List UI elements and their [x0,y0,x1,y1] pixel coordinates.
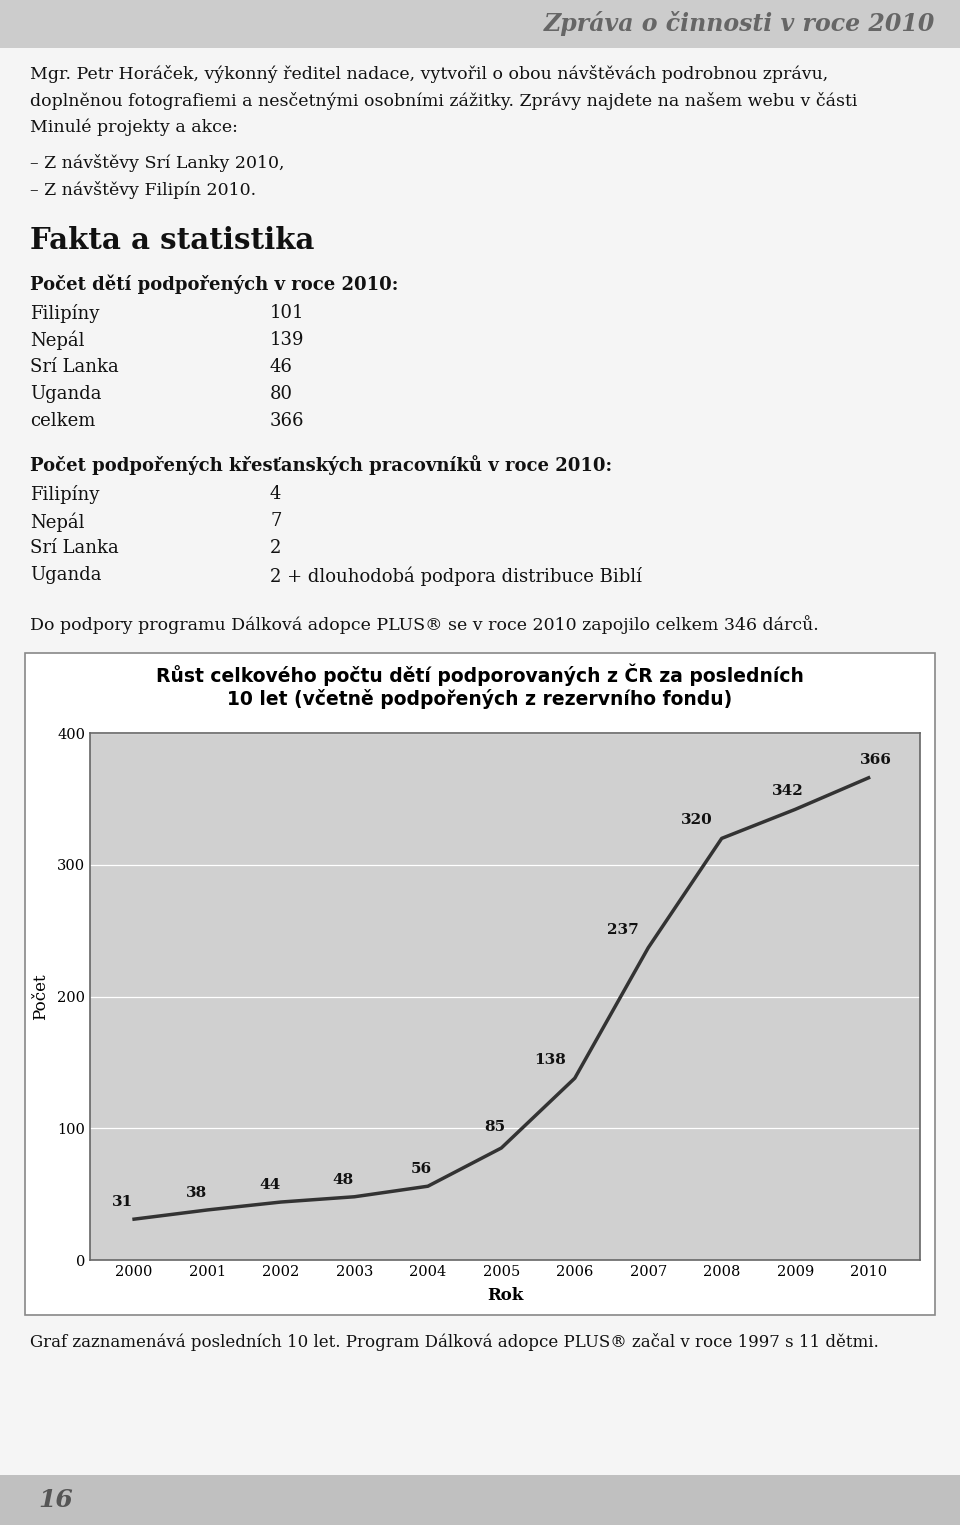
Text: Uganda: Uganda [30,566,102,584]
Y-axis label: Počet: Počet [32,973,49,1020]
Text: 139: 139 [270,331,304,349]
Text: Graf zaznamenává posledních 10 let. Program Dálková adopce PLUS® začal v roce 19: Graf zaznamenává posledních 10 let. Prog… [30,1333,878,1351]
Text: 44: 44 [259,1179,280,1193]
Text: 48: 48 [333,1173,354,1186]
Text: Srí Lanka: Srí Lanka [30,538,119,557]
Text: 138: 138 [534,1054,565,1067]
Text: 101: 101 [270,303,304,322]
Bar [25,653,935,1315]
Text: 46: 46 [270,358,293,377]
Text: Minulé projekty a akce:: Minulé projekty a akce: [30,119,238,137]
Text: Počet podpořených křesťanských pracovníků v roce 2010:: Počet podpořených křesťanských pracovník… [30,454,612,474]
Text: Nepál: Nepál [30,512,84,532]
Text: 237: 237 [608,923,639,936]
Text: 56: 56 [410,1162,431,1176]
Text: 2 + dlouhodobá podpora distribuce Biblí: 2 + dlouhodobá podpora distribuce Biblí [270,566,642,586]
Text: – Z návštěvy Srí Lanky 2010,: – Z návštěvy Srí Lanky 2010, [30,154,284,172]
Text: Filipíny: Filipíny [30,485,100,503]
Text: Zpráva o činnosti v roce 2010: Zpráva o činnosti v roce 2010 [543,12,935,37]
Text: 366: 366 [270,412,304,430]
Text: Fakta a statistika: Fakta a statistika [30,226,314,255]
Text: Filipíny: Filipíny [30,303,100,323]
Text: 320: 320 [681,813,712,827]
Text: 2: 2 [270,538,281,557]
Text: 16: 16 [38,1488,73,1511]
Text: Nepál: Nepál [30,331,84,351]
Text: 85: 85 [484,1121,505,1135]
Text: Uganda: Uganda [30,384,102,403]
Text: Mgr. Petr Horáček, výkonný ředitel nadace, vytvořil o obou návštěvách podrobnou : Mgr. Petr Horáček, výkonný ředitel nadac… [30,66,828,82]
Bar [0,0,960,47]
Bar [0,1475,960,1525]
Text: 38: 38 [186,1186,207,1200]
Text: 4: 4 [270,485,281,503]
Text: Růst celkového počtu dětí podporovaných z ČR za posledních
10 let (včetně podpoř: Růst celkového počtu dětí podporovaných … [156,663,804,709]
Text: Srí Lanka: Srí Lanka [30,358,119,377]
X-axis label: Rok: Rok [487,1287,523,1304]
Text: 366: 366 [859,753,892,767]
Text: celkem: celkem [30,412,95,430]
Text: Do podpory programu Dálková adopce PLUS® se v roce 2010 zapojilo celkem 346 dárc: Do podpory programu Dálková adopce PLUS®… [30,615,819,634]
Text: doplněnou fotografiemi a nesčetnými osobními zážitky. Zprávy najdete na našem we: doplněnou fotografiemi a nesčetnými osob… [30,92,857,110]
Text: Počet dětí podpořených v roce 2010:: Počet dětí podpořených v roce 2010: [30,274,398,293]
Text: 342: 342 [772,784,804,798]
Text: – Z návštěvy Filipín 2010.: – Z návštěvy Filipín 2010. [30,181,256,198]
Text: 80: 80 [270,384,293,403]
Text: 7: 7 [270,512,281,531]
Text: 31: 31 [112,1196,133,1209]
